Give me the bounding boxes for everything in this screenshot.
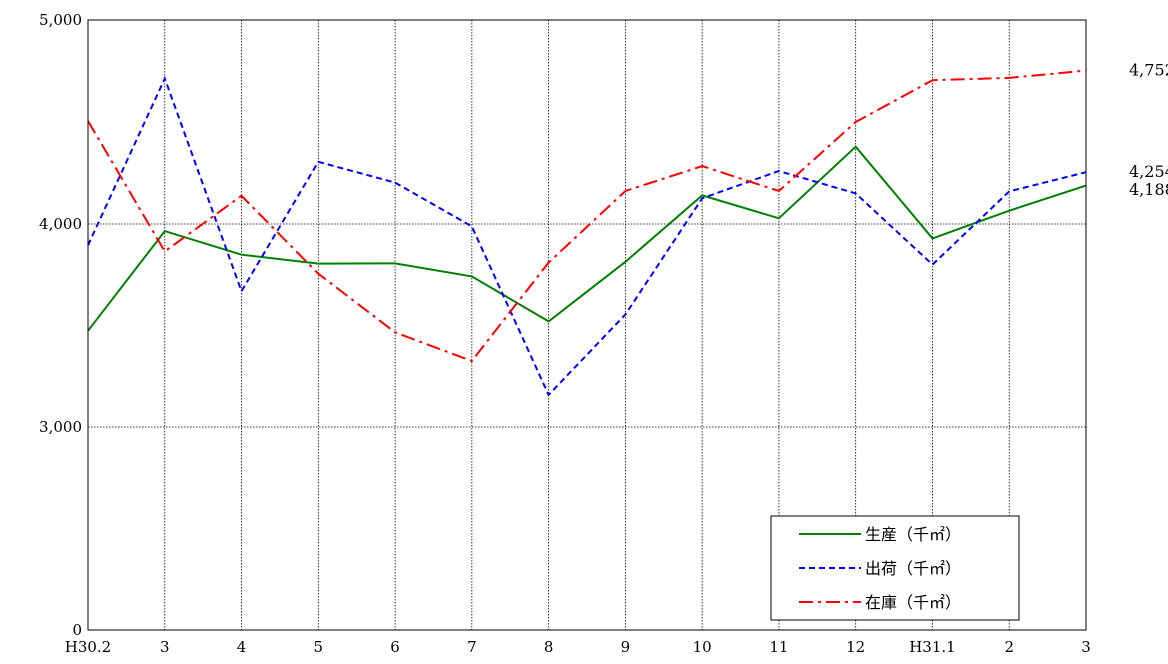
x-tick-label: H30.2 (65, 638, 111, 656)
series-line-2 (87, 75, 1087, 397)
y-tick-label: 4,000 (39, 215, 82, 233)
legend-label-1: 生産（千㎡） (865, 525, 961, 544)
y-tick-label: 0 (72, 621, 82, 639)
x-tick-label: 9 (621, 638, 631, 656)
legend: 生産（千㎡） 出荷（千㎡） 在庫（千㎡） (770, 515, 1020, 621)
x-axis-tick-labels: H30.2 3 4 5 6 7 8 9 10 11 12 H31.1 2 3 (65, 638, 1091, 656)
x-tick-label: 3 (1081, 638, 1091, 656)
x-tick-label: 5 (314, 638, 324, 656)
x-tick-label: 12 (846, 638, 865, 656)
x-tick-label: 6 (390, 638, 400, 656)
x-tick-label: H31.1 (909, 638, 955, 656)
end-value-labels: 4,752 4,2544,188 (1129, 61, 1168, 200)
legend-label-3: 在庫（千㎡） (865, 593, 961, 612)
x-tick-label: 3 (160, 638, 170, 656)
end-value-label-1: 4,188 (1129, 180, 1168, 199)
plot-frame (87, 19, 1087, 631)
x-tick-label: 4 (237, 638, 247, 656)
x-tick-label: 10 (693, 638, 712, 656)
x-tick-label: 2 (1004, 638, 1014, 656)
y-tick-label: 3,000 (39, 418, 82, 436)
series-line-1 (87, 145, 1087, 332)
series-line-3 (87, 69, 1087, 363)
y-axis-tick-labels: 0 3,000 4,000 5,000 (39, 11, 82, 639)
x-tick-label: 8 (544, 638, 554, 656)
series-lines (87, 69, 1087, 397)
x-tick-label: 7 (467, 638, 477, 656)
end-value-label-2: 4,254 (1129, 162, 1168, 181)
legend-label-2: 出荷（千㎡） (865, 559, 961, 578)
y-tick-label: 5,000 (39, 11, 82, 29)
end-value-label-3: 4,752 (1129, 61, 1168, 80)
x-tick-label: 11 (769, 638, 788, 656)
